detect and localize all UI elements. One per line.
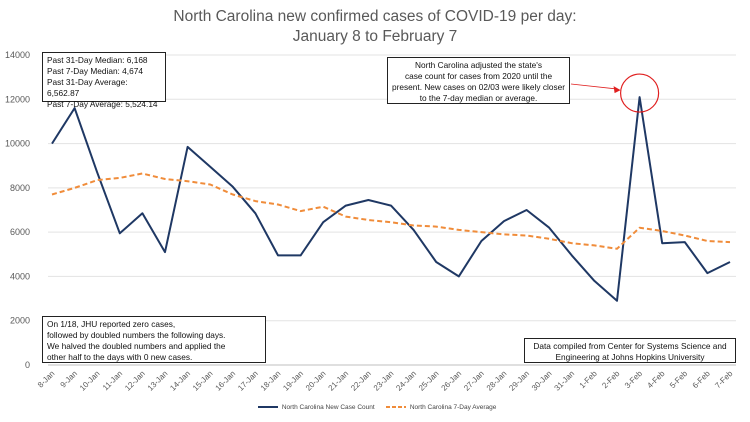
y-tick-label: 8000 xyxy=(10,183,30,193)
adjustment-note-line: present. New cases on 02/03 were likely … xyxy=(392,82,565,92)
x-tick-label: 12-Jan xyxy=(123,369,147,393)
adjustment-note: North Carolina adjusted the state's case… xyxy=(387,57,570,104)
stat-31day-average: Past 31-Day Average: 6,562.87 xyxy=(47,77,128,98)
legend-item-7day-average: North Carolina 7-Day Average xyxy=(386,404,496,411)
annotation-arrow xyxy=(570,83,618,90)
chart-title-line1: North Carolina new confirmed cases of CO… xyxy=(173,8,577,25)
x-tick-label: 18-Jan xyxy=(259,369,283,393)
y-tick-label: 14000 xyxy=(5,50,30,60)
x-tick-label: 2-Feb xyxy=(600,369,622,391)
y-tick-label: 4000 xyxy=(10,271,30,281)
x-tick-label: 25-Jan xyxy=(417,369,441,393)
x-tick-label: 16-Jan xyxy=(214,369,238,393)
x-tick-label: 5-Feb xyxy=(668,369,690,391)
y-tick-label: 10000 xyxy=(5,139,30,149)
jhu-note: On 1/18, JHU reported zero cases, follow… xyxy=(42,316,266,363)
adjustment-note-line: North Carolina adjusted the state's xyxy=(414,60,543,70)
y-tick-label: 6000 xyxy=(10,227,30,237)
source-note: Data compiled from Center for Systems Sc… xyxy=(524,338,736,363)
x-tick-label: 26-Jan xyxy=(440,369,464,393)
annotation-arrowhead xyxy=(613,86,621,94)
chart-title-line2: January 8 to February 7 xyxy=(292,28,458,45)
x-tick-label: 17-Jan xyxy=(236,369,260,393)
jhu-note-line: On 1/18, JHU reported zero cases, xyxy=(47,319,176,329)
series-line-new-cases xyxy=(51,96,731,302)
x-tick-label: 29-Jan xyxy=(507,369,531,393)
x-tick-label: 9-Jan xyxy=(58,369,79,390)
x-tick-label: 27-Jan xyxy=(462,369,486,393)
x-tick-label: 14-Jan xyxy=(168,369,192,393)
stat-31day-median: Past 31-Day Median: 6,168 xyxy=(47,55,148,65)
legend-item-new-cases: North Carolina New Case Count xyxy=(258,404,375,411)
x-tick-label: 20-Jan xyxy=(304,369,328,393)
x-tick-label: 24-Jan xyxy=(394,369,418,393)
source-note-line: Engineering at Johns Hopkins University xyxy=(555,352,705,362)
x-tick-label: 7-Feb xyxy=(713,369,735,391)
y-tick-label: 12000 xyxy=(5,94,30,104)
jhu-note-line: followed by doubled numbers the followin… xyxy=(47,330,226,340)
y-tick-label: 2000 xyxy=(10,316,30,326)
legend-swatch-new-cases xyxy=(258,406,278,409)
x-tick-label: 22-Jan xyxy=(349,369,373,393)
source-note-line: Data compiled from Center for Systems Sc… xyxy=(533,341,727,351)
y-tick-label: 0 xyxy=(25,360,30,370)
x-tick-label: 19-Jan xyxy=(281,369,305,393)
x-tick-label: 31-Jan xyxy=(553,369,577,393)
stats-box: Past 31-Day Median: 6,168 Past 7-Day Med… xyxy=(42,52,166,109)
adjustment-note-line: case count for cases from 2020 until the xyxy=(404,71,553,81)
legend-label-7day-average: North Carolina 7-Day Average xyxy=(409,404,497,411)
stat-7day-average: Past 7-Day Average: 5,524.14 xyxy=(47,99,158,109)
x-tick-label: 4-Feb xyxy=(645,369,667,391)
x-tick-label: 1-Feb xyxy=(578,369,600,391)
x-tick-label: 6-Feb xyxy=(691,369,713,391)
x-tick-label: 15-Jan xyxy=(191,369,215,393)
legend-label-new-cases: North Carolina New Case Count xyxy=(281,404,375,411)
highlight-circle xyxy=(619,73,660,113)
x-tick-label: 21-Jan xyxy=(327,369,351,393)
jhu-note-line: other half to the days with 0 new cases. xyxy=(47,352,193,362)
stat-7day-median: Past 7-Day Median: 4,674 xyxy=(47,66,143,76)
x-tick-label: 23-Jan xyxy=(372,369,396,393)
x-tick-label: 10-Jan xyxy=(78,369,102,393)
jhu-note-line: We halved the doubled numbers and applie… xyxy=(47,341,226,351)
series-line-7day-average xyxy=(51,172,731,250)
x-tick-label: 8-Jan xyxy=(36,369,57,390)
x-tick-label: 3-Feb xyxy=(623,369,645,391)
x-tick-label: 13-Jan xyxy=(146,369,170,393)
x-tick-label: 28-Jan xyxy=(485,369,509,393)
x-tick-label: 30-Jan xyxy=(530,369,554,393)
legend-swatch-7day-average xyxy=(386,406,406,409)
x-tick-label: 11-Jan xyxy=(101,369,124,392)
adjustment-note-line: to the 7-day median or average. xyxy=(419,93,538,103)
